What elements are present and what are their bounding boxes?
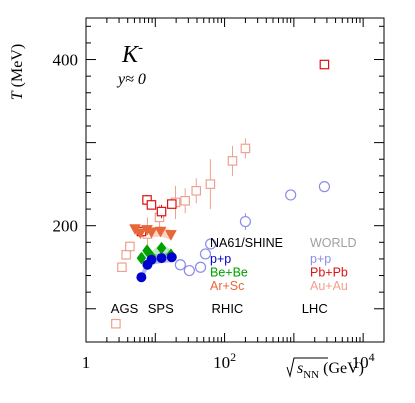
data-point — [121, 249, 131, 260]
data-point — [205, 238, 217, 250]
data-point — [164, 230, 177, 241]
data-point — [136, 272, 147, 283]
x-tick-label-base: 10 — [352, 353, 369, 372]
data-point — [199, 248, 212, 260]
data-point — [239, 215, 252, 228]
x-tick-label-base: 10 — [213, 353, 230, 372]
data-point — [227, 156, 238, 166]
x-axis-label-subscript: NN — [303, 369, 319, 381]
legend-title-world: WORLD — [310, 236, 357, 250]
data-point — [154, 226, 167, 238]
x-tick-label: 102 — [213, 350, 236, 372]
data-point — [194, 261, 207, 273]
data-points — [111, 59, 331, 329]
x-tick-label: 104 — [352, 350, 375, 372]
y-axis-label-unit: (MeV) — [9, 44, 26, 92]
region-label-lhc: LHC — [302, 301, 328, 316]
x-tick-label-exponent: 2 — [230, 350, 236, 364]
data-point — [111, 318, 121, 329]
data-point — [136, 251, 147, 265]
y-axis-label-symbol: T — [9, 90, 26, 100]
x-tick-label-base: 1 — [82, 353, 91, 372]
data-point — [240, 143, 251, 154]
x-axis-label-unit: (GeV) — [319, 360, 364, 377]
legend-item-na61: Be+Be — [210, 266, 248, 280]
region-label-sps: SPS — [148, 301, 174, 316]
data-point — [180, 195, 190, 206]
plot-border — [85, 17, 385, 343]
particle-charge: - — [138, 40, 143, 56]
data-point — [174, 259, 186, 271]
plot-frame — [85, 17, 385, 343]
x-axis-label: sNN (GeV) — [297, 360, 364, 381]
legend-title-na61: NA61/SHINE — [210, 236, 283, 250]
data-point — [166, 199, 177, 209]
data-point — [117, 262, 127, 273]
x-axis-label-s: s — [297, 360, 303, 377]
data-point — [205, 179, 216, 189]
data-point — [145, 227, 158, 239]
legend-item-na61: p+p — [210, 252, 231, 266]
legend-item-world: Pb+Pb — [310, 266, 348, 280]
data-point — [285, 189, 297, 201]
data-point — [134, 228, 147, 240]
data-point — [146, 254, 157, 265]
legend-item-na61: Ar+Sc — [210, 279, 244, 293]
data-point — [319, 59, 330, 70]
data-point — [156, 253, 167, 264]
y-axis-label: T (MeV) — [9, 44, 26, 100]
y-tick-label: 200 — [53, 217, 79, 236]
data-point — [156, 206, 167, 217]
x-tick-label: 1 — [82, 353, 91, 372]
particle-symbol: K — [121, 42, 140, 68]
data-point — [125, 241, 135, 252]
data-point — [191, 186, 202, 196]
legend-item-world: Au+Au — [310, 279, 348, 293]
sqrt-symbol — [286, 357, 328, 378]
x-tick-label-exponent: 4 — [369, 350, 375, 364]
data-point — [166, 252, 177, 263]
region-label-rhic: RHIC — [212, 301, 244, 316]
region-label-ags: AGS — [111, 301, 139, 316]
legend-item-world: p+p — [310, 252, 331, 266]
data-point — [318, 181, 331, 193]
particle-label: K- — [121, 40, 143, 68]
data-point — [146, 200, 157, 210]
y-tick-label: 400 — [53, 51, 79, 70]
rapidity-label: y≈ 0 — [116, 71, 146, 88]
data-point — [183, 264, 195, 277]
